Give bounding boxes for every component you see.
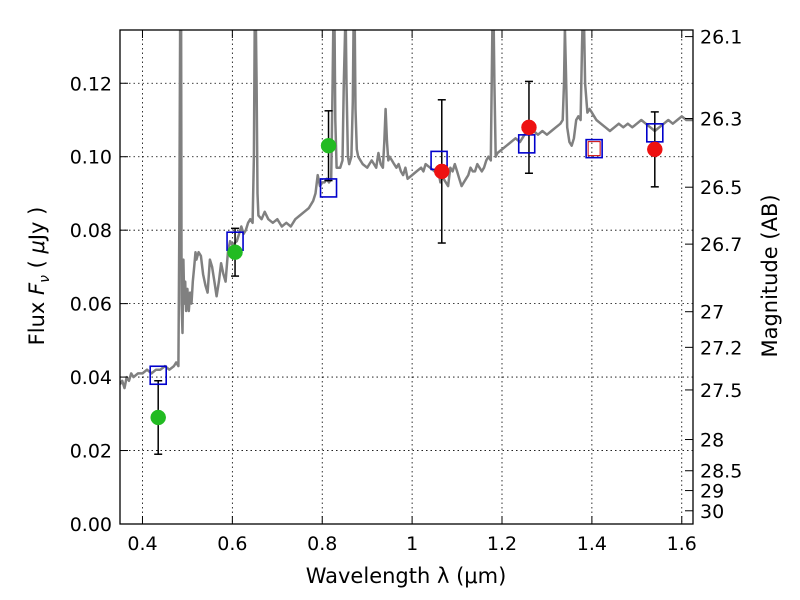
y-tick-label: 0.12	[70, 73, 112, 95]
right-tick-label: 27.2	[700, 337, 742, 359]
y-tick-label: 0.08	[70, 220, 112, 242]
red-obs-point	[434, 163, 450, 180]
right-tick-label: 26.3	[700, 109, 742, 131]
model-bandpass-square	[585, 138, 603, 159]
red-obs-point	[521, 119, 537, 136]
model-spectrum-line	[120, 30, 693, 390]
green-obs-point	[227, 244, 243, 260]
x-tick-label: 1.2	[487, 533, 517, 555]
x-tick-label: 0.4	[127, 533, 157, 555]
y-axis-label: Flux Fν ( μJy )	[25, 207, 53, 346]
y-tick-label: 0.04	[70, 367, 112, 389]
y-tick-label: 0.02	[70, 441, 112, 463]
right-tick-label: 29	[700, 481, 724, 503]
x-tick-label: 1.6	[667, 533, 697, 555]
plot-area	[120, 30, 693, 455]
right-tick-label: 27.5	[700, 380, 742, 402]
green-obs-point	[150, 409, 166, 426]
right-tick-label: 27	[700, 302, 724, 324]
right-tick-label: 30	[700, 501, 724, 523]
red-obs-point	[647, 141, 663, 158]
y-tick-label: 0.06	[70, 294, 112, 316]
x-tick-label: 1.4	[577, 533, 607, 555]
y-tick-label: 0.00	[70, 514, 112, 536]
right-tick-label: 28	[700, 430, 724, 452]
green-obs-point	[320, 137, 337, 154]
x-tick-label: 0.6	[217, 533, 247, 555]
x-tick-label: 0.8	[307, 533, 337, 555]
model-bandpass-square	[319, 178, 338, 198]
right-tick-label: 28.5	[700, 461, 742, 483]
right-axis-label: Magnitude (AB)	[758, 194, 782, 357]
x-axis-label: Wavelength λ (μm)	[306, 564, 507, 588]
right-tick-label: 26.5	[700, 177, 742, 199]
y-tick-label: 0.10	[70, 147, 112, 169]
model-bandpass-square	[517, 134, 536, 154]
plot-frame	[119, 29, 694, 525]
model-bandpass-square	[149, 365, 167, 386]
model-bandpass-square-inner	[587, 141, 601, 157]
right-tick-label: 26.7	[700, 234, 742, 256]
right-tick-label: 26.1	[700, 27, 742, 49]
x-tick-label: 1	[406, 533, 418, 555]
tick-labels: 0.4 0.6 0.8 1 1.2 1.4 1.6 0.00 0.02 0.04 0.06 0.08 0…	[70, 27, 743, 555]
grid	[120, 30, 693, 524]
axis-ticks	[120, 30, 693, 525]
